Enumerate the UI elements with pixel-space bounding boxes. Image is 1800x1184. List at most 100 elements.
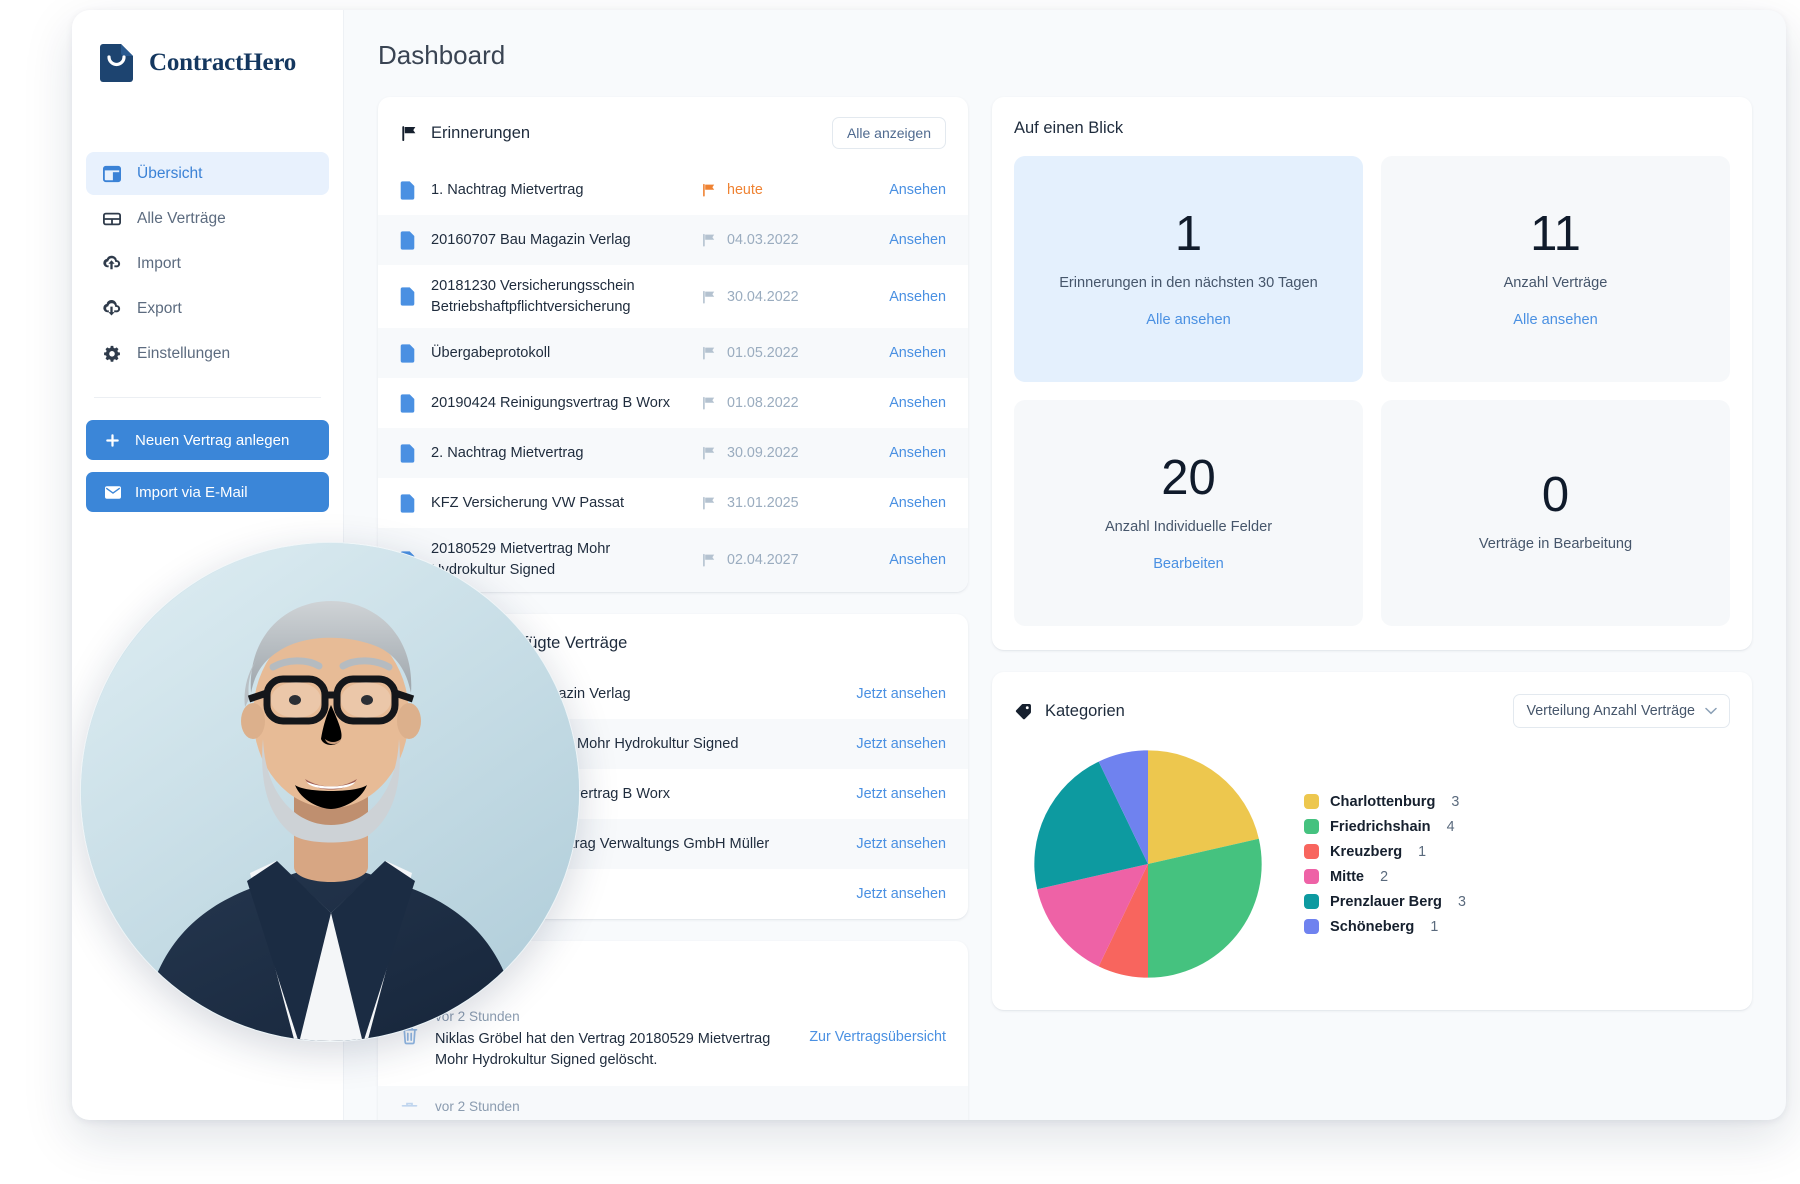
stat-label: Erinnerungen in den nächsten 30 Tagen [1059, 275, 1318, 292]
cloud-download-icon [102, 299, 121, 318]
activity-item[interactable]: vor 2 Stunden [378, 1085, 968, 1120]
glance-card: Auf einen Blick 1 Erinnerungen in den nä… [992, 97, 1752, 650]
reminder-row[interactable]: 2. Nachtrag Mietvertrag 30.09.2022 Anseh… [378, 428, 968, 479]
reminders-header: Erinnerungen Alle anzeigen [378, 97, 968, 165]
legend-item: Charlottenburg 3 [1304, 794, 1730, 810]
reminder-name: 20180529 Mietvertrag Mohr Hydrokultur Si… [431, 541, 611, 579]
pie-slice[interactable] [1034, 761, 1148, 890]
legend-swatch [1304, 819, 1319, 834]
legend-value: 2 [1380, 868, 1389, 885]
import-email-button[interactable]: Import via E-Mail [86, 472, 329, 512]
reminder-date: 31.01.2025 [702, 495, 834, 511]
avatar [80, 542, 580, 1042]
legend-item: Kreuzberg 1 [1304, 844, 1730, 860]
reminder-row[interactable]: 20190424 Reinigungsvertrag B Worx 01.08.… [378, 378, 968, 428]
reminder-date: 01.08.2022 [702, 395, 834, 411]
stat-link[interactable]: Alle ansehen [1513, 311, 1598, 328]
sidebar-item-einstellungen[interactable]: Einstellungen [86, 332, 329, 375]
sidebar-nav: Übersicht Alle Verträge [72, 152, 343, 375]
reminder-row[interactable]: Übergabeprotokoll 01.05.2022 Ansehen [378, 328, 968, 379]
legend-label: Friedrichshain [1330, 818, 1431, 835]
contract-hero-logo-icon [98, 43, 135, 83]
activity-link[interactable]: Zur Vertragsübersicht [809, 1028, 946, 1045]
recent-contract-view-link[interactable]: Jetzt ansehen [856, 735, 946, 752]
legend-swatch [1304, 869, 1319, 884]
reminder-name: Übergabeprotokoll [431, 345, 551, 362]
reminder-view-link[interactable]: Ansehen [889, 345, 946, 362]
new-contract-button[interactable]: Neuen Vertrag anlegen [86, 420, 329, 460]
reminder-name: 20160707 Bau Magazin Verlag [431, 231, 631, 248]
tag-icon [1014, 702, 1032, 720]
reminder-date: heute [702, 182, 834, 198]
reminder-name: 20181230 Versicherungsschein Betriebshaf… [431, 278, 635, 315]
show-all-reminders-button[interactable]: Alle anzeigen [831, 117, 946, 149]
recent-contract-view-link[interactable]: Jetzt ansehen [856, 885, 946, 902]
reminder-row[interactable]: 1. Nachtrag Mietvertrag heute Ansehen [378, 165, 968, 215]
flag-icon [702, 553, 716, 567]
reminder-row[interactable]: KFZ Versicherung VW Passat 31.01.2025 An… [378, 478, 968, 528]
sidebar-item-uebersicht[interactable]: Übersicht [86, 152, 329, 195]
recent-contract-view-link[interactable]: Jetzt ansehen [856, 835, 946, 852]
reminder-view-link[interactable]: Ansehen [889, 445, 946, 462]
stat-value: 11 [1530, 207, 1581, 262]
categories-legend: Charlottenburg 3 Friedrichshain 4 Kreuzb… [1274, 794, 1730, 935]
sidebar-divider [94, 397, 321, 398]
flag-icon [702, 183, 716, 197]
reminder-view-link[interactable]: Ansehen [889, 495, 946, 512]
right-column: Auf einen Blick 1 Erinnerungen in den nä… [992, 97, 1752, 1010]
gear-icon [102, 344, 121, 363]
legend-label: Mitte [1330, 868, 1365, 885]
stat-value: 0 [1541, 468, 1570, 523]
distribution-select-value: Verteilung Anzahl Verträge [1526, 703, 1695, 719]
sidebar-item-alle-vertraege[interactable]: Alle Verträge [86, 197, 329, 240]
reminder-view-link[interactable]: Ansehen [889, 288, 946, 305]
stat-link[interactable]: Bearbeiten [1153, 555, 1224, 572]
stat-card-reminders-30-days: 1 Erinnerungen in den nächsten 30 Tagen … [1014, 156, 1363, 382]
reminder-date: 30.09.2022 [702, 445, 834, 461]
reminder-view-link[interactable]: Ansehen [889, 232, 946, 248]
sidebar-item-export[interactable]: Export [86, 287, 329, 330]
distribution-select[interactable]: Verteilung Anzahl Verträge [1513, 694, 1730, 728]
dashboard-icon [102, 164, 121, 183]
sidebar-item-import[interactable]: Import [86, 242, 329, 285]
flag-icon [702, 233, 716, 247]
recent-contract-view-link[interactable]: Jetzt ansehen [856, 685, 946, 702]
reminders-card: Erinnerungen Alle anzeigen 1. Nachtrag M… [378, 97, 968, 592]
pie-slice[interactable] [1098, 750, 1148, 864]
legend-value: 3 [1451, 793, 1460, 810]
recent-contract-view-link[interactable]: Jetzt ansehen [856, 785, 946, 802]
reminder-view-link[interactable]: Ansehen [889, 552, 946, 569]
legend-value: 4 [1446, 818, 1455, 835]
legend-item: Schöneberg 1 [1304, 919, 1730, 935]
categories-pie-chart [1032, 748, 1264, 980]
app-window: ContractHero Übersicht [72, 10, 1786, 1120]
legend-swatch [1304, 794, 1319, 809]
brand-name: ContractHero [149, 49, 297, 76]
flag-icon [400, 124, 418, 142]
reminder-view-link[interactable]: Ansehen [889, 182, 946, 198]
reminder-name: 2. Nachtrag Mietvertrag [431, 445, 584, 462]
categories-card: Kategorien Verteilung Anzahl Verträge [992, 672, 1752, 1010]
legend-label: Kreuzberg [1330, 843, 1403, 860]
flag-icon [702, 446, 716, 460]
pie-slice[interactable] [1148, 750, 1259, 864]
reminder-date-text: 02.04.2027 [727, 552, 799, 569]
flag-icon [702, 396, 716, 410]
pie-slice[interactable] [1037, 864, 1148, 967]
activity-item[interactable]: vor 2 Stunden Niklas Gröbel hat den Vert… [378, 996, 968, 1086]
reminder-view-link[interactable]: Ansehen [889, 395, 946, 412]
stat-link[interactable]: Alle ansehen [1146, 311, 1231, 328]
legend-label: Charlottenburg [1330, 793, 1436, 810]
reminder-row[interactable]: 20181230 Versicherungsschein Betriebshaf… [378, 265, 968, 328]
reminder-row[interactable]: 20160707 Bau Magazin Verlag 04.03.2022 A… [378, 215, 968, 265]
pie-slice[interactable] [1098, 864, 1148, 978]
activity-time: vor 2 Stunden [435, 1008, 520, 1024]
stat-card-contracts-in-progress: 0 Verträge in Bearbeitung [1381, 400, 1730, 626]
reminder-date-text: heute [727, 182, 763, 198]
flag-icon [702, 496, 716, 510]
document-icon [400, 344, 415, 363]
pie-slice[interactable] [1148, 838, 1262, 978]
reminder-date-text: 01.05.2022 [727, 345, 799, 362]
activity-text: Niklas Gröbel hat den Vertrag 20180529 M… [435, 1030, 771, 1068]
flag-icon [702, 346, 716, 360]
